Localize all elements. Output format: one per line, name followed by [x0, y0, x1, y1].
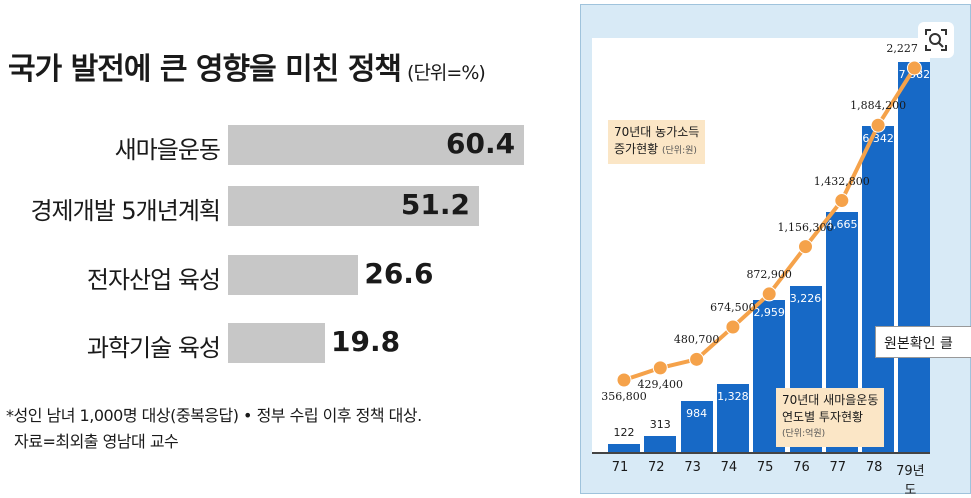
bar-value-label: 51.2: [400, 188, 470, 221]
x-tick-label: 78: [865, 460, 883, 475]
investment-value-label: 1,328: [717, 389, 749, 403]
income-value-label: 356,800: [601, 390, 647, 403]
x-tick-label: 71: [611, 460, 629, 475]
invest-legend-unit: (단위:억원): [782, 429, 826, 439]
income-point: [725, 319, 741, 335]
invest-legend-line1: 70년대 새마을운동: [782, 393, 879, 407]
income-value-label: 480,700: [673, 333, 720, 347]
x-tick-label: 72: [648, 460, 665, 475]
category-label: 새마을운동: [114, 136, 221, 164]
income-value-label: 872,900: [746, 267, 792, 281]
investment-value-label: 3,226: [789, 292, 822, 306]
investment-value-label: 984: [686, 407, 708, 421]
income-value-label: 1,156,300: [777, 220, 834, 234]
category-label: 과학기술 육성: [86, 334, 221, 362]
bar-value-label: 19.8: [331, 325, 401, 358]
income-point: [870, 117, 886, 133]
income-value-label: 1,432,800: [813, 174, 870, 188]
investment-value-label: 2,959: [753, 305, 785, 319]
title-unit: (단위=%): [407, 62, 486, 84]
x-tick-label: 74: [720, 460, 738, 475]
x-tick-label: 76: [793, 460, 810, 475]
investment-value-label: 313: [649, 417, 671, 431]
income-legend-unit: (단위:원): [662, 146, 697, 156]
investment-value-label: 4,665: [826, 218, 858, 232]
title-text: 국가 발전에 큰 영향을 미친 정책: [8, 52, 402, 87]
income-legend-line2: 증가현황: [614, 142, 659, 156]
image-search-icon[interactable]: [918, 22, 954, 58]
x-tick-label: 77: [829, 460, 847, 475]
x-tick-label: 73: [684, 460, 701, 475]
x-axis-line: [592, 452, 930, 454]
income-legend: 70년대 농가소득 증가현황 (단위:원): [608, 120, 706, 164]
bar-value-label: 60.4: [446, 127, 516, 160]
income-point: [616, 372, 632, 388]
investment-bar: [716, 383, 749, 452]
income-value-label: 1,884,200: [850, 99, 907, 113]
policy-bar: [228, 125, 524, 165]
income-line-svg: [616, 60, 922, 388]
income-point: [689, 351, 705, 367]
category-label: 경제개발 5개년계획: [30, 197, 221, 225]
income-value-label: 674,500: [710, 301, 756, 314]
investment-bar: [644, 435, 677, 452]
footnote: *성인 남녀 1,000명 대상(중복응답) • 정부 수립 이후 정책 대상.: [6, 406, 422, 425]
investment-bar: [608, 444, 640, 452]
investment-value-label: 122: [613, 426, 635, 439]
x-tick-label: 75: [756, 460, 774, 475]
source-note: 자료=최외출 영남대 교수: [14, 432, 179, 451]
x-tick-label: 79년도: [896, 464, 925, 498]
investment-bar: [680, 401, 713, 452]
income-point: [906, 60, 922, 76]
income-point: [761, 286, 777, 302]
view-original-button[interactable]: 원본확인 클: [875, 326, 971, 358]
saemaul-investment-chart: 1223139841,3282,9593,2264,6656,3427,582 …: [580, 4, 971, 498]
policy-impact-chart: 국가 발전에 큰 영향을 미친 정책 (단위=%) 새마을운동 60.4 경제개발 5…: [6, 44, 524, 451]
policy-bar: [228, 186, 479, 226]
category-label: 전자산업 육성: [86, 266, 221, 294]
invest-legend-line2: 연도별 투자현황: [782, 410, 864, 424]
income-point: [798, 239, 813, 255]
investment-legend: 70년대 새마을운동 연도별 투자현황 (단위:억원): [776, 388, 885, 447]
income-point: [652, 360, 668, 376]
policy-bar: [228, 323, 326, 363]
investment-bar: [898, 62, 931, 452]
income-point: [834, 193, 850, 209]
chart-title: 국가 발전에 큰 영향을 미친 정책 (단위=%): [8, 44, 486, 88]
income-value-label: 429,400: [637, 377, 684, 391]
bar-value-label: 26.6: [364, 257, 434, 290]
income-legend-line1: 70년대 농가소득: [614, 125, 700, 139]
policy-bar: [228, 255, 359, 295]
